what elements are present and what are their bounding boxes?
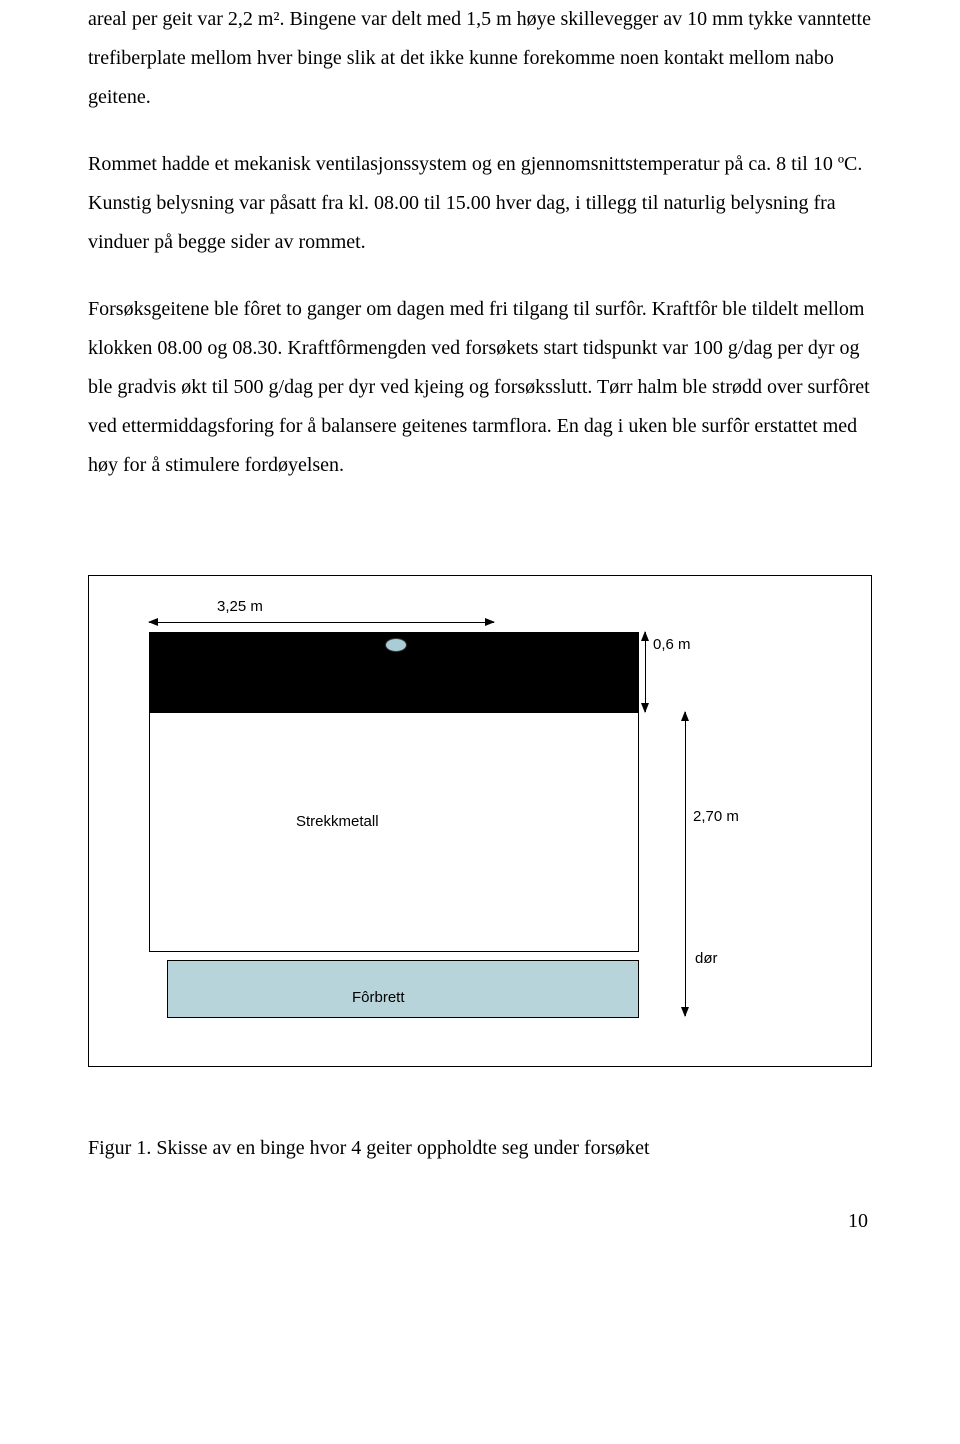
blue-dot-icon bbox=[385, 638, 407, 652]
dimension-270-label: 2,70 m bbox=[693, 808, 739, 825]
dimension-06-arrow bbox=[645, 632, 646, 712]
black-bar bbox=[149, 632, 639, 712]
dimension-width-label: 3,25 m bbox=[217, 598, 263, 615]
dimension-width-arrow bbox=[149, 622, 494, 623]
paragraph-3: Forsøksgeitene ble fôret to ganger om da… bbox=[88, 290, 872, 485]
strekkmetall-label: Strekkmetall bbox=[296, 813, 379, 830]
dor-label: dør bbox=[695, 950, 718, 967]
strekkmetall-box: Strekkmetall bbox=[149, 712, 639, 952]
dimension-06-label: 0,6 m bbox=[653, 636, 691, 653]
paragraph-1: areal per geit var 2,2 m². Bingene var d… bbox=[88, 0, 872, 117]
forbrett-box: Fôrbrett bbox=[167, 960, 639, 1018]
page-number: 10 bbox=[88, 1210, 872, 1233]
forbrett-label: Fôrbrett bbox=[352, 989, 405, 1006]
dimension-270-arrow bbox=[685, 712, 686, 1016]
paragraph-2: Rommet hadde et mekanisk ventilasjonssys… bbox=[88, 145, 872, 262]
figure-caption: Figur 1. Skisse av en binge hvor 4 geite… bbox=[88, 1137, 872, 1160]
diagram-frame: 3,25 m 0,6 m Strekkmetall 2,70 m dør Fôr… bbox=[88, 575, 872, 1067]
